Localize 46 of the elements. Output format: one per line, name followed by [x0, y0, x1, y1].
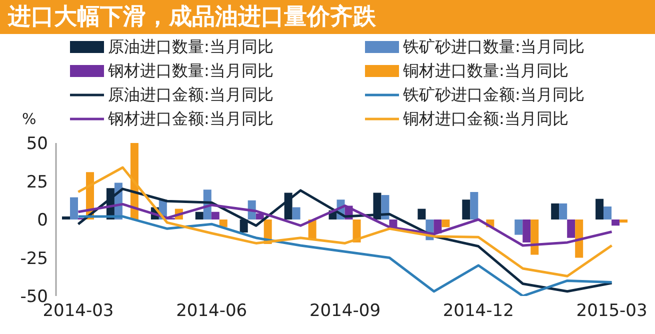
legend-label: 铁矿砂进口数量:当月同比 — [403, 36, 584, 58]
x-tick-label: 2014-09 — [309, 301, 381, 322]
bar — [62, 216, 70, 220]
bar — [373, 192, 382, 220]
bar — [211, 212, 220, 220]
bar — [418, 208, 426, 220]
line-series — [76, 202, 614, 247]
bar — [530, 220, 539, 255]
bar — [70, 197, 78, 220]
chart-title: 进口大幅下滑，成品油进口量价齐跌 — [0, 0, 655, 34]
bar — [522, 220, 531, 242]
bar — [219, 220, 228, 228]
x-tick-label: 2014-03 — [42, 301, 114, 322]
bar — [514, 220, 523, 235]
x-tick-label: 2014-12 — [442, 301, 514, 322]
bar — [551, 203, 560, 220]
y-tick-label: 0 — [37, 210, 48, 231]
bar — [470, 192, 478, 220]
bar — [559, 203, 568, 220]
x-tick-label: 2015-03 — [576, 301, 648, 322]
bar — [195, 212, 204, 220]
bar — [462, 200, 470, 220]
bar — [389, 220, 398, 228]
bar — [612, 220, 620, 226]
bar — [567, 220, 576, 238]
line-series — [76, 188, 614, 293]
bar — [575, 220, 584, 258]
y-tick-label: 25 — [26, 172, 48, 192]
legend-label: 原油进口数量:当月同比 — [108, 36, 274, 58]
legend-label: 铜材进口数量:当月同比 — [403, 60, 568, 82]
y-axis-title: % — [22, 110, 36, 128]
legend-label: 钢材进口数量:当月同比 — [108, 60, 274, 82]
bar — [292, 207, 300, 220]
bar — [596, 198, 604, 220]
x-tick-label: 2014-06 — [176, 301, 248, 322]
line-series — [76, 215, 614, 296]
y-tick-label: 50 — [26, 134, 48, 154]
y-tick-label: -25 — [20, 248, 48, 269]
bar — [442, 220, 450, 228]
bar — [604, 206, 612, 220]
legend-label: 钢材进口金额:当月同比 — [108, 108, 274, 130]
legend-label: 原油进口金额:当月同比 — [108, 84, 274, 106]
legend-label: 铁矿砂进口金额:当月同比 — [403, 84, 584, 106]
bar — [381, 195, 390, 220]
legend-label: 铜材进口金额:当月同比 — [403, 108, 568, 130]
bar — [620, 220, 628, 223]
